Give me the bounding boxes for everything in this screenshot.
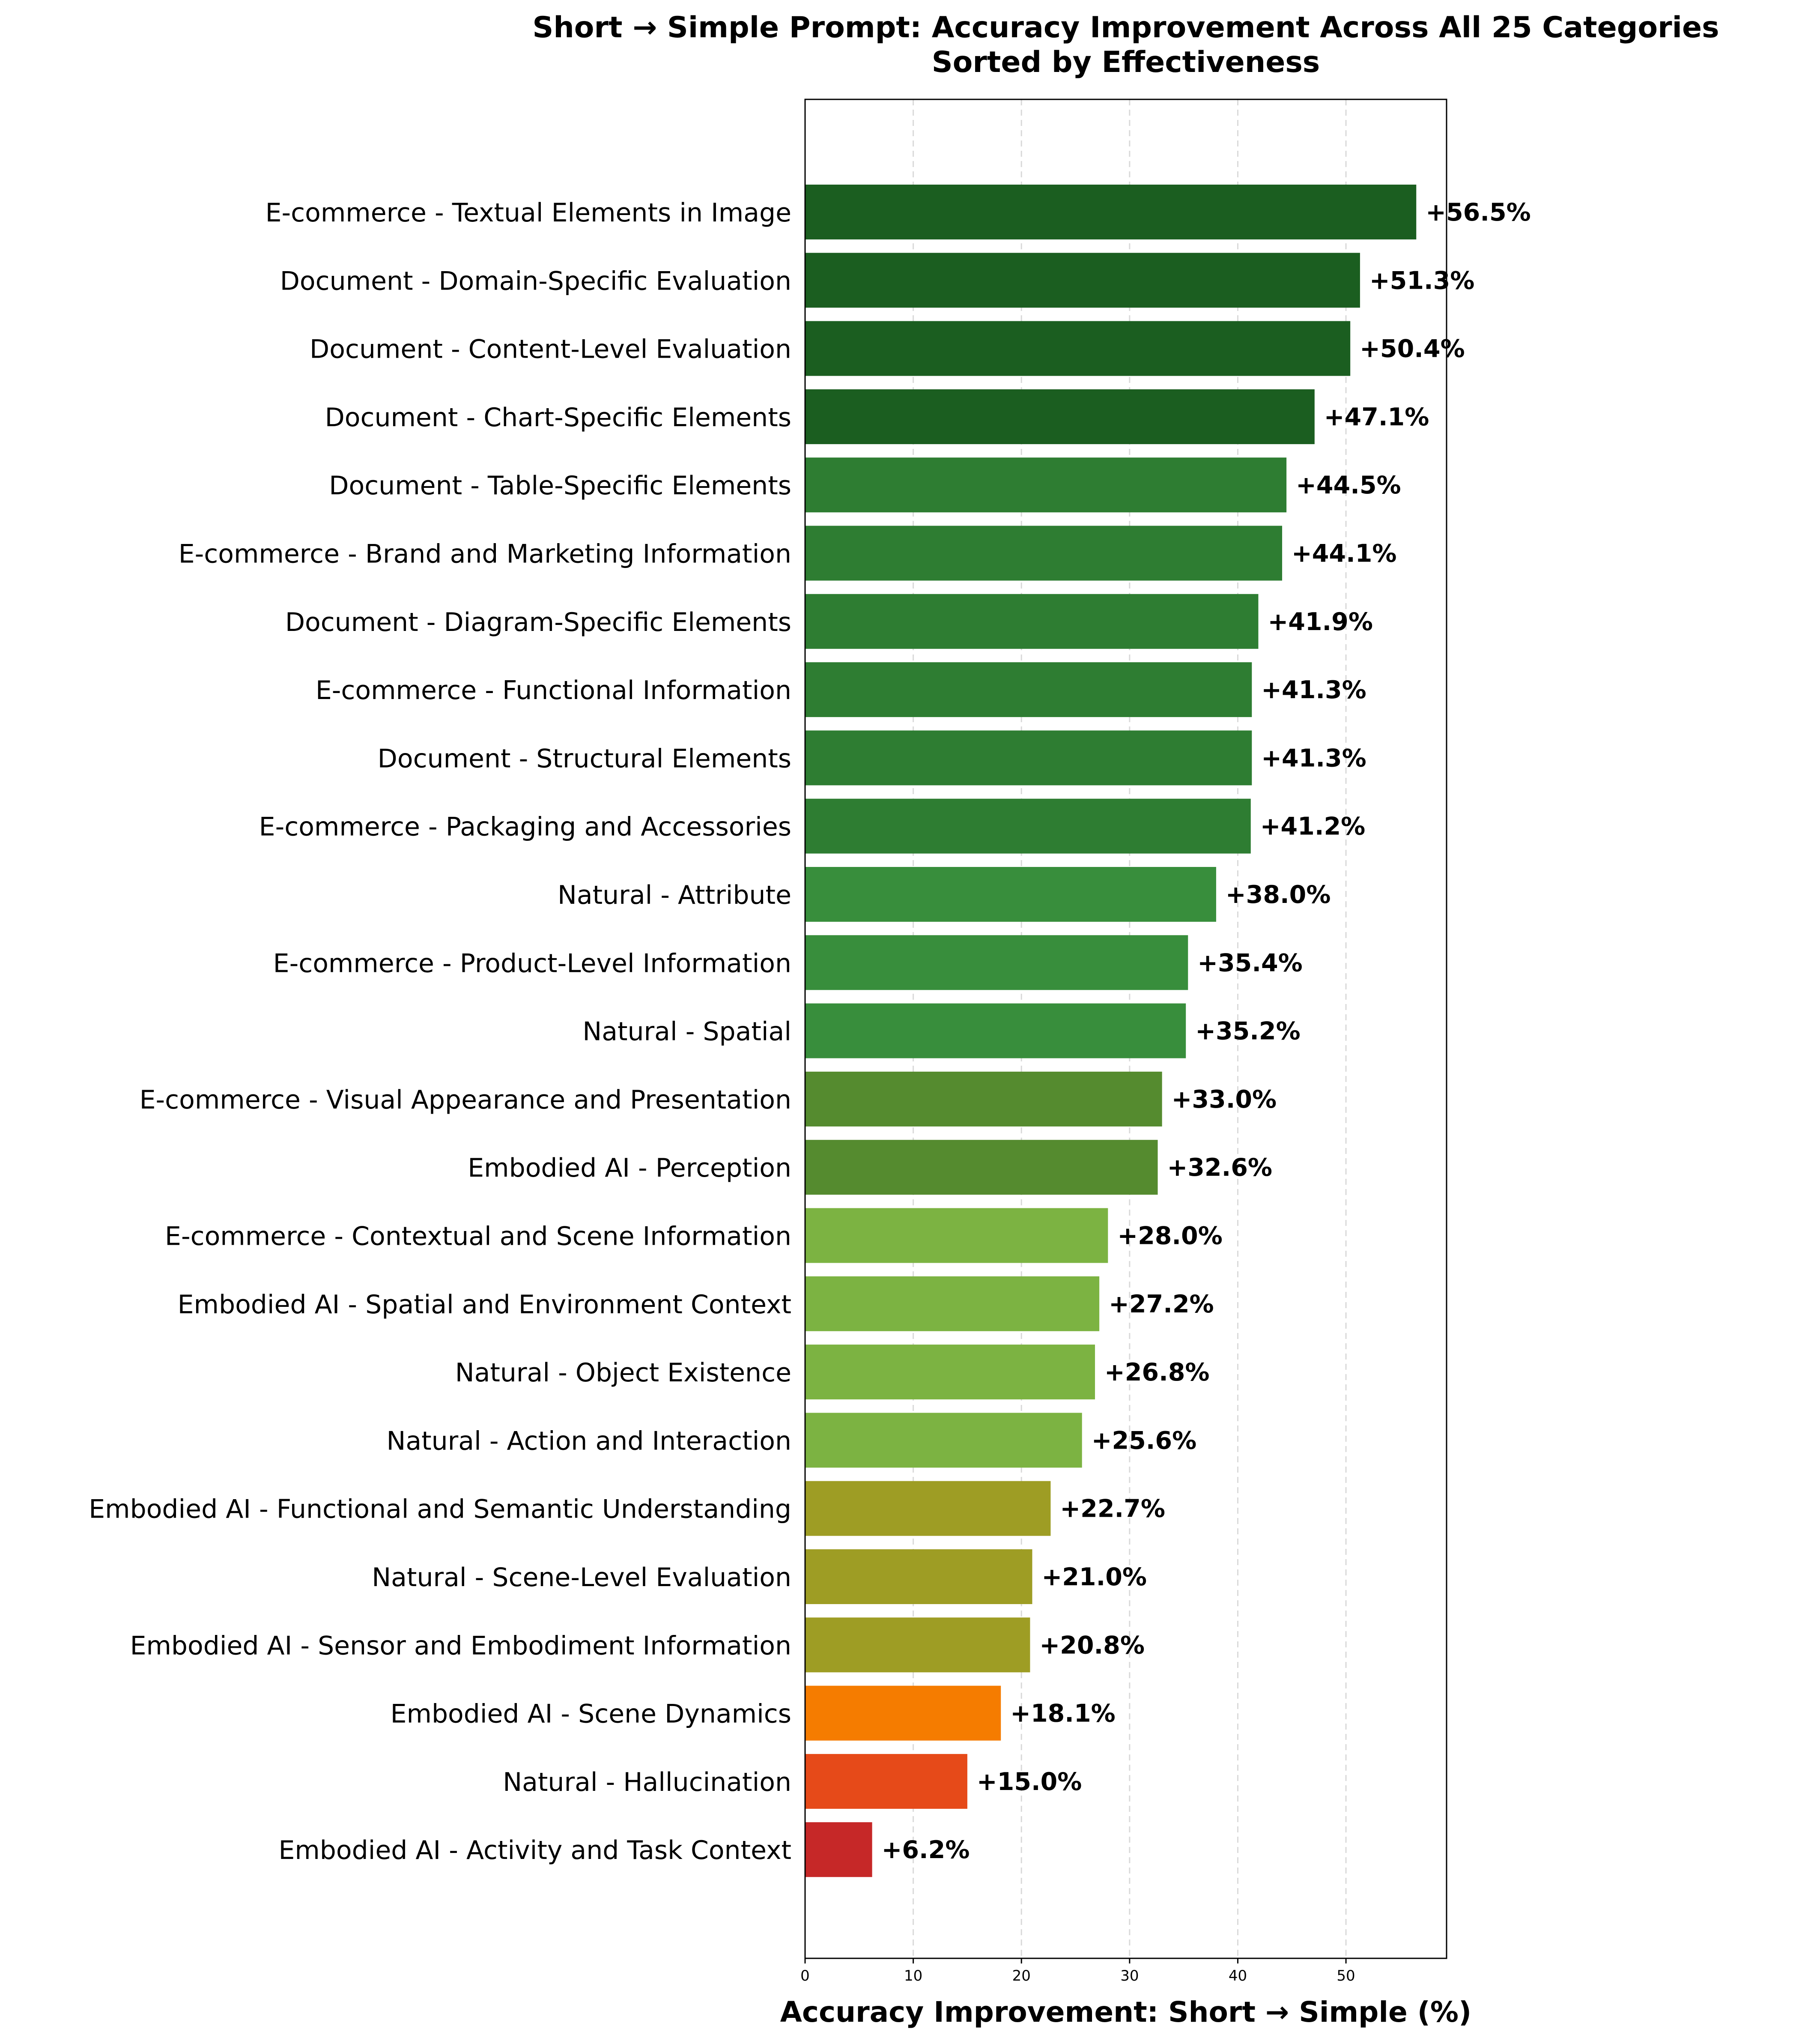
bar — [805, 253, 1360, 308]
x-tick-label: 30 — [1120, 1967, 1139, 1984]
value-label: +32.6% — [1167, 1153, 1273, 1182]
category-label: Natural - Object Existence — [455, 1358, 791, 1388]
value-label: +44.1% — [1292, 540, 1397, 568]
category-label: Document - Chart-Specific Elements — [325, 403, 791, 433]
bar — [805, 1481, 1051, 1536]
value-label: +33.0% — [1172, 1085, 1277, 1114]
value-label: +41.2% — [1260, 813, 1366, 841]
value-label: +38.0% — [1226, 881, 1331, 909]
value-label: +56.5% — [1426, 198, 1531, 227]
value-label: +41.9% — [1268, 608, 1373, 636]
category-label: Embodied AI - Sensor and Embodiment Info… — [130, 1631, 791, 1661]
category-label: Embodied AI - Spatial and Environment Co… — [178, 1290, 791, 1320]
chart-subtitle: Sorted by Effectiveness — [932, 45, 1320, 79]
bar — [805, 526, 1283, 581]
category-label: Natural - Hallucination — [503, 1767, 791, 1797]
value-label: +22.7% — [1060, 1495, 1165, 1523]
bar — [805, 1413, 1082, 1468]
value-label: +15.0% — [977, 1768, 1082, 1796]
value-label: +35.4% — [1197, 949, 1303, 977]
value-label: +6.2% — [882, 1836, 970, 1864]
bar — [805, 1754, 967, 1809]
value-label: +28.0% — [1117, 1222, 1223, 1250]
category-label: Document - Table-Specific Elements — [329, 471, 791, 501]
bar — [805, 798, 1251, 854]
bar — [805, 1617, 1030, 1673]
category-label: Natural - Attribute — [558, 880, 791, 910]
bar — [805, 1071, 1162, 1127]
bar — [805, 1003, 1186, 1058]
category-label: Embodied AI - Functional and Semantic Un… — [89, 1494, 791, 1524]
bars — [805, 185, 1417, 1877]
bar — [805, 867, 1216, 922]
x-axis-label: Accuracy Improvement: Short → Simple (%) — [780, 1996, 1471, 2029]
category-label: Embodied AI - Activity and Task Context — [278, 1835, 791, 1865]
value-label: +51.3% — [1369, 266, 1475, 295]
category-label: E-commerce - Textual Elements in Image — [266, 198, 791, 228]
bar — [805, 1140, 1158, 1195]
x-tick-label: 20 — [1012, 1967, 1031, 1984]
x-axis-ticks: 0 10 20 30 40 50 — [800, 1958, 1355, 1984]
chart-title: Short → Simple Prompt: Accuracy Improvem… — [532, 11, 1719, 45]
bar — [805, 730, 1252, 786]
category-label: E-commerce - Brand and Marketing Informa… — [179, 539, 791, 569]
value-label: +26.8% — [1104, 1358, 1210, 1387]
x-tick-label: 0 — [800, 1967, 810, 1984]
category-label: Document - Domain-Specific Evaluation — [280, 266, 791, 296]
x-tick-label: 50 — [1337, 1967, 1355, 1984]
category-label: Embodied AI - Scene Dynamics — [391, 1699, 791, 1729]
bar — [805, 1345, 1095, 1400]
bar — [805, 1549, 1032, 1604]
category-label: E-commerce - Product-Level Information — [273, 948, 791, 978]
bar — [805, 1208, 1108, 1263]
x-tick-label: 40 — [1229, 1967, 1247, 1984]
value-label: +41.3% — [1261, 744, 1366, 772]
value-label: +47.1% — [1324, 403, 1429, 431]
category-labels: E-commerce - Textual Elements in Image Do… — [89, 198, 791, 1865]
x-tick-label: 10 — [904, 1967, 922, 1984]
bar — [805, 321, 1351, 376]
value-labels: +56.5% +51.3% +50.4% +47.1% +44.5% +44.1% +41.… — [882, 198, 1531, 1864]
value-label: +20.8% — [1039, 1631, 1145, 1659]
category-label: E-commerce - Functional Information — [316, 675, 791, 705]
category-label: Document - Diagram-Specific Elements — [285, 607, 791, 637]
value-label: +27.2% — [1109, 1290, 1214, 1318]
value-label: +25.6% — [1092, 1426, 1197, 1455]
bar — [805, 935, 1188, 990]
category-label: Natural - Scene-Level Evaluation — [372, 1563, 791, 1593]
value-label: +21.0% — [1041, 1563, 1147, 1591]
value-label: +50.4% — [1360, 335, 1465, 363]
plot-frame — [804, 99, 1447, 1959]
bar — [805, 594, 1259, 649]
value-label: +44.5% — [1296, 471, 1401, 499]
value-label: +18.1% — [1010, 1700, 1116, 1728]
value-label: +35.2% — [1195, 1017, 1301, 1046]
bar — [805, 1276, 1100, 1331]
value-label: +41.3% — [1261, 676, 1366, 704]
bar — [805, 1822, 872, 1877]
category-label: Embodied AI - Perception — [468, 1153, 791, 1183]
bar — [805, 457, 1287, 513]
category-label: Document - Structural Elements — [378, 744, 791, 774]
category-label: Natural - Spatial — [582, 1017, 791, 1047]
category-label: E-commerce - Contextual and Scene Inform… — [165, 1222, 791, 1252]
bar — [805, 185, 1417, 239]
category-label: Natural - Action and Interaction — [386, 1426, 791, 1456]
bar — [805, 389, 1315, 444]
category-label: Document - Content-Level Evaluation — [310, 335, 791, 365]
bar — [805, 1685, 1001, 1741]
bar — [805, 662, 1252, 717]
category-label: E-commerce - Visual Appearance and Prese… — [140, 1085, 791, 1115]
category-label: E-commerce - Packaging and Accessories — [259, 812, 791, 842]
